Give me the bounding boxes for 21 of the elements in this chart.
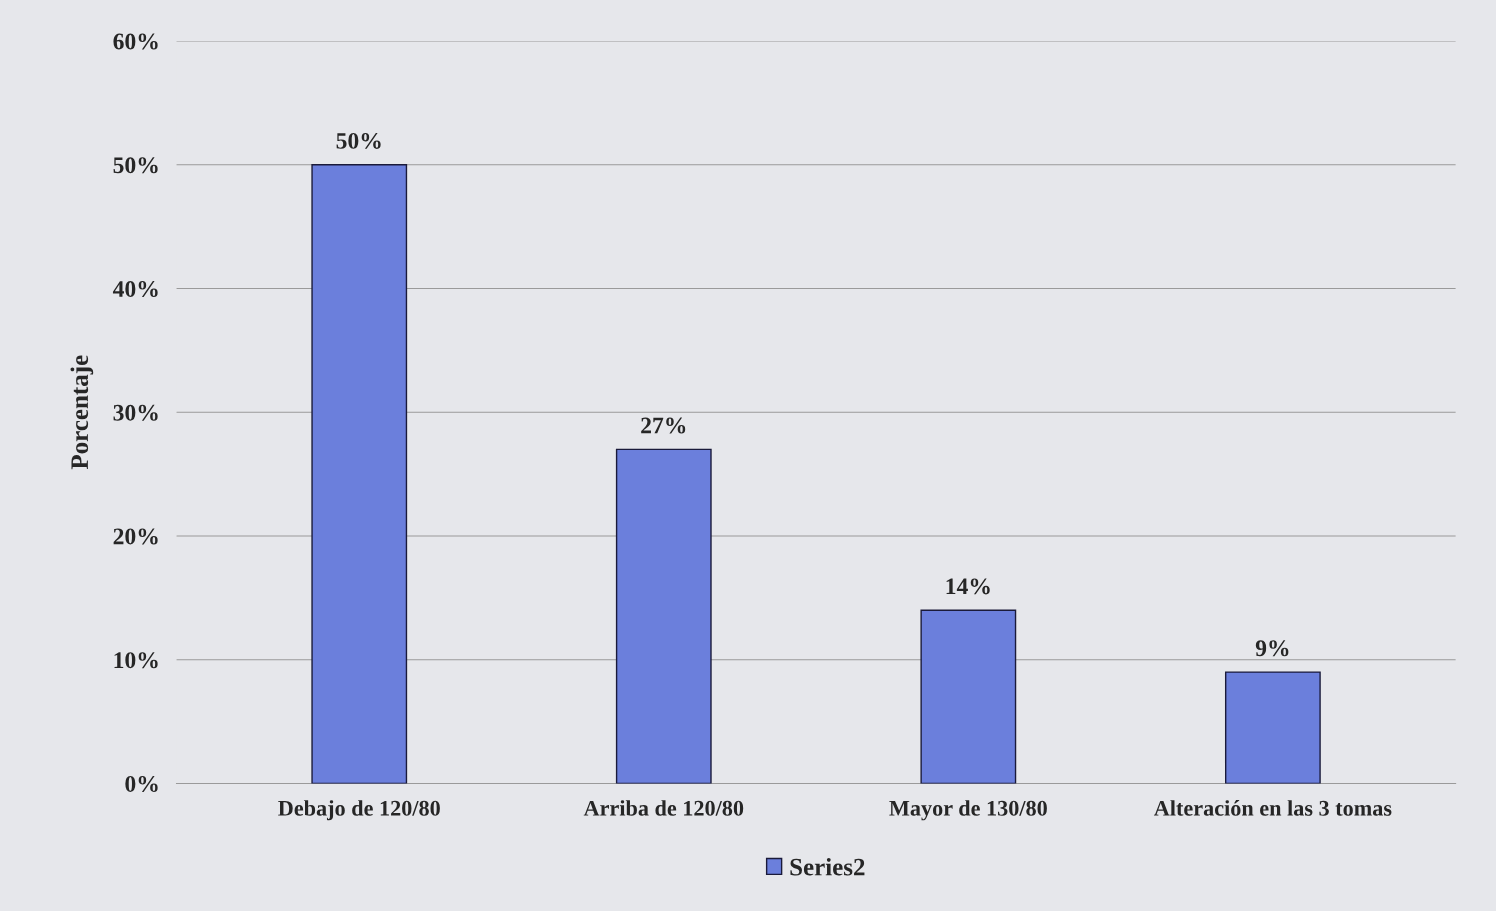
text: 14% xyxy=(946,578,990,595)
y-tick-label: 60% xyxy=(113,33,158,50)
x-tick-label: Debajo de 120/80 xyxy=(278,800,440,821)
y-tick-label: 30% xyxy=(113,404,158,421)
y-tick-label: 20% xyxy=(113,528,158,545)
x-tick-label: Alteración en las 3 tomas xyxy=(1153,800,1392,816)
legend-label: Series2 xyxy=(790,857,865,876)
text: 50% xyxy=(336,132,381,149)
y-tick-label: 10% xyxy=(114,652,158,669)
x-tick-label: Mayor de 130/80 xyxy=(889,800,1047,821)
y-tick-label: 0% xyxy=(125,775,158,792)
bar xyxy=(920,609,1017,784)
bar xyxy=(311,164,408,784)
y-axis-title: Porcentaje xyxy=(70,355,94,470)
bar xyxy=(1224,671,1321,784)
bar xyxy=(615,448,712,784)
y-tick-label: 50% xyxy=(113,157,158,174)
x-tick-label: Arriba de 120/80 xyxy=(583,800,744,816)
text: 27% xyxy=(641,417,686,434)
y-tick-label: 40% xyxy=(112,280,158,297)
text: 9% xyxy=(1255,640,1289,657)
